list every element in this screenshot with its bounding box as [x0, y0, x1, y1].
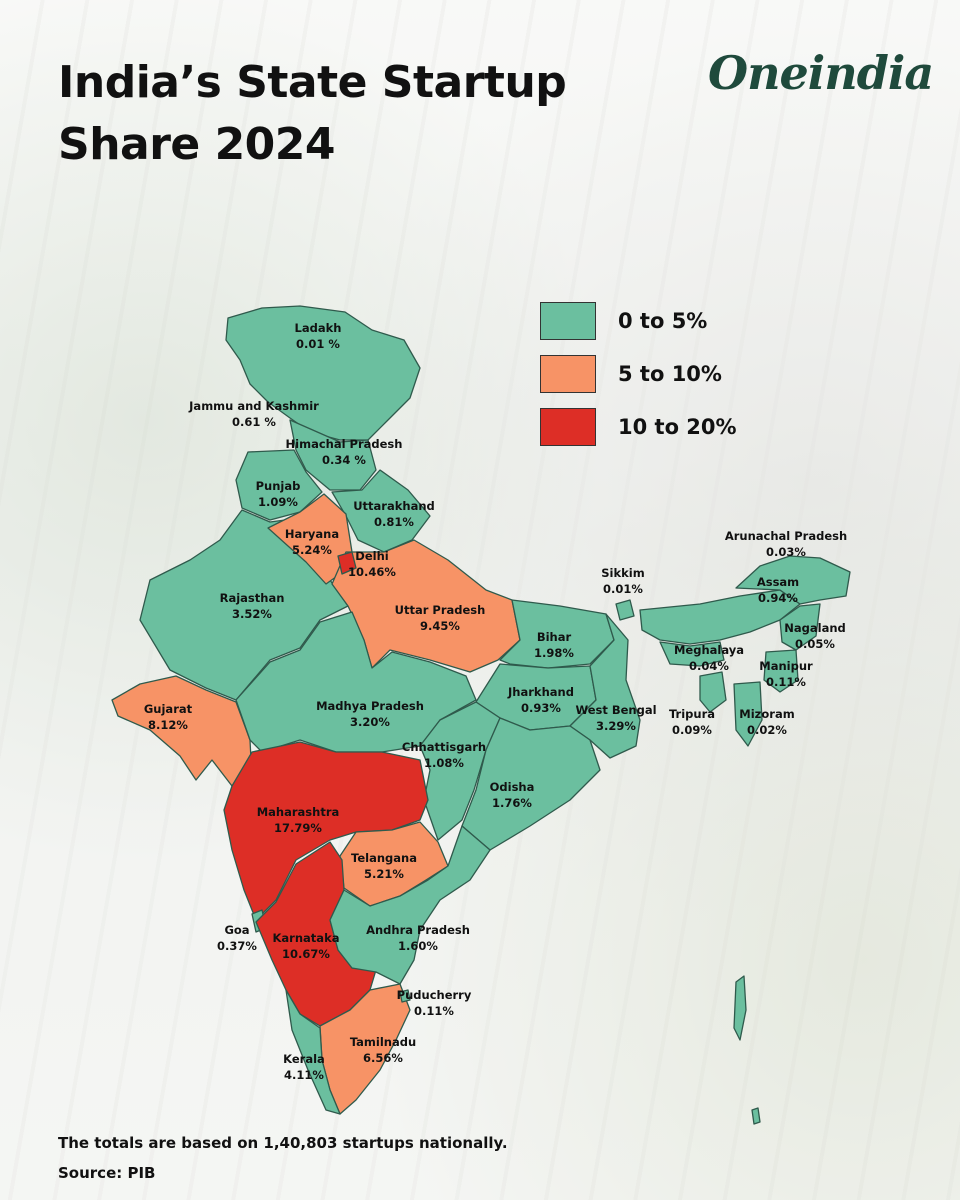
legend-item-high: 10 to 20% — [540, 408, 737, 446]
region-gujarat — [111, 675, 253, 787]
source-credit: Source: PIB — [58, 1164, 156, 1182]
region-jammu-kashmir-ladakh — [225, 305, 421, 441]
legend-label-mid: 5 to 10% — [618, 362, 722, 386]
label-meghalaya: Meghalaya 0.04% — [674, 643, 744, 673]
region-sikkim — [615, 599, 635, 621]
legend-swatch-low — [540, 302, 596, 340]
label-bihar: Bihar 1.98% — [534, 630, 574, 660]
label-madhya-pradesh: Madhya Pradesh 3.20% — [316, 699, 424, 729]
label-rajasthan: Rajasthan 3.52% — [220, 591, 285, 621]
region-delhi — [337, 551, 357, 575]
legend-label-low: 0 to 5% — [618, 309, 708, 333]
label-manipur: Manipur 0.11% — [759, 659, 813, 689]
legend-item-mid: 5 to 10% — [540, 355, 737, 393]
region-nagaland — [779, 603, 821, 651]
label-puducherry: Puducherry 0.11% — [397, 988, 472, 1018]
region-kerala — [285, 989, 341, 1115]
region-tripura — [699, 671, 727, 713]
region-meghalaya — [659, 641, 725, 667]
region-mizoram — [733, 681, 763, 747]
legend-label-high: 10 to 20% — [618, 415, 737, 439]
region-madhya-pradesh — [235, 611, 477, 753]
region-bihar — [499, 599, 615, 669]
label-west-bengal: West Bengal 3.29% — [575, 703, 656, 733]
oneindia-logo: Oneindia — [708, 46, 934, 100]
label-gujarat: Gujarat 8.12% — [144, 702, 193, 732]
label-tamilnadu: Tamilnadu 6.56% — [350, 1035, 416, 1065]
legend: 0 to 5% 5 to 10% 10 to 20% — [540, 302, 737, 461]
label-jharkhand: Jharkhand 0.93% — [507, 685, 574, 715]
region-nicobar-islands — [751, 1107, 761, 1125]
label-chhattisgarh: Chhattisgarh 1.08% — [402, 740, 486, 770]
legend-swatch-mid — [540, 355, 596, 393]
region-assam — [639, 589, 801, 645]
label-goa: Goa 0.37% — [217, 923, 257, 953]
label-assam: Assam 0.94% — [757, 575, 799, 605]
label-karnataka: Karnataka 10.67% — [273, 931, 340, 961]
label-maharashtra: Maharashtra 17.79% — [257, 805, 340, 835]
label-jammu-kashmir: Jammu and Kashmir 0.61 % — [188, 399, 319, 429]
label-andhra-pradesh: Andhra Pradesh 1.60% — [366, 923, 470, 953]
region-manipur — [763, 649, 799, 693]
region-puducherry — [399, 989, 411, 1003]
label-haryana: Haryana 5.24% — [285, 527, 339, 557]
legend-item-low: 0 to 5% — [540, 302, 737, 340]
label-tripura: Tripura 0.09% — [669, 707, 715, 737]
region-maharashtra — [223, 741, 429, 921]
region-odisha — [461, 717, 601, 851]
label-nagaland: Nagaland 0.05% — [784, 621, 846, 651]
region-andhra-pradesh — [329, 825, 491, 985]
region-arunachal-pradesh — [735, 555, 851, 605]
label-telangana: Telangana 5.21% — [351, 851, 417, 881]
region-andaman-islands — [733, 975, 747, 1041]
footnote: The totals are based on 1,40,803 startup… — [58, 1134, 508, 1152]
label-mizoram: Mizoram 0.02% — [739, 707, 794, 737]
label-arunachal-pradesh: Arunachal Pradesh 0.03% — [725, 529, 847, 559]
label-uttar-pradesh: Uttar Pradesh 9.45% — [395, 603, 486, 633]
region-haryana — [267, 493, 353, 585]
label-sikkim: Sikkim 0.01% — [601, 566, 644, 596]
label-kerala: Kerala 4.11% — [283, 1052, 325, 1082]
label-punjab: Punjab 1.09% — [256, 479, 301, 509]
region-uttarakhand — [331, 469, 431, 553]
region-west-bengal — [569, 613, 641, 759]
legend-swatch-high — [540, 408, 596, 446]
label-ladakh: Ladakh 0.01 % — [295, 321, 342, 351]
label-odisha: Odisha 1.76% — [490, 780, 535, 810]
label-uttarakhand: Uttarakhand 0.81% — [353, 499, 435, 529]
page-title: India’s State Startup Share 2024 — [58, 57, 567, 170]
label-himachal-pradesh: Himachal Pradesh 0.34 % — [286, 437, 403, 467]
label-delhi: Delhi 10.46% — [348, 549, 396, 579]
